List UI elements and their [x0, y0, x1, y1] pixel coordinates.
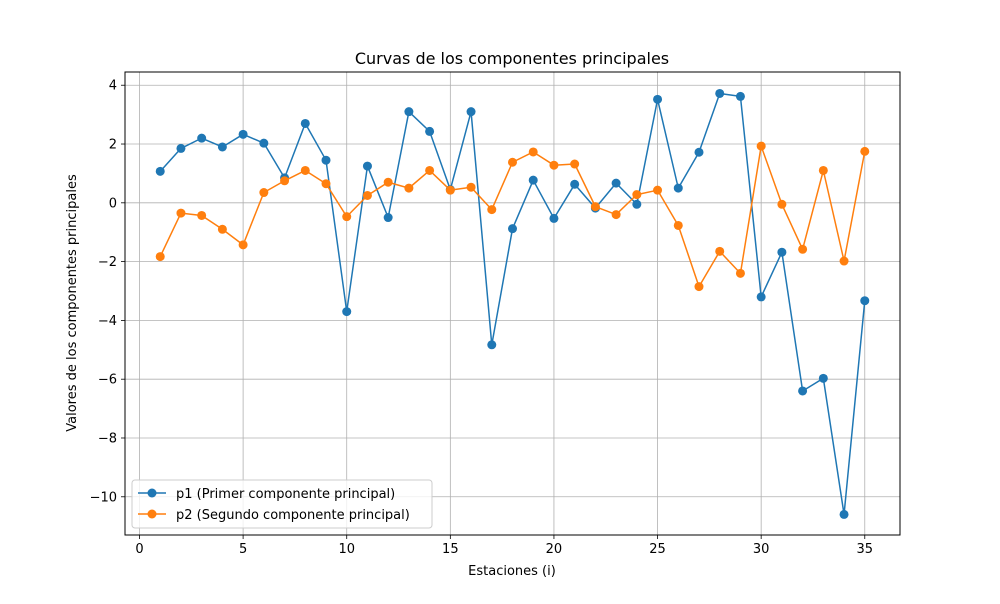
data-point-p1: [383, 213, 393, 223]
y-tick-label: 2: [109, 138, 117, 153]
data-point-p1: [528, 175, 538, 185]
legend-label-p1: p1 (Primer componente principal): [176, 487, 395, 502]
data-point-p1: [632, 199, 642, 209]
legend: p1 (Primer componente principal) p2 (Seg…: [131, 479, 433, 529]
data-point-p2: [528, 147, 538, 157]
data-point-p2: [155, 252, 165, 262]
data-point-p1: [321, 155, 331, 165]
data-point-p1: [404, 107, 414, 117]
data-point-p2: [280, 176, 290, 186]
x-tick-label: 30: [753, 542, 770, 557]
data-point-p2: [487, 205, 497, 215]
data-point-p2: [321, 179, 331, 189]
legend-marker-p1: [147, 488, 157, 498]
data-point-p1: [362, 161, 372, 171]
data-point-p1: [756, 292, 766, 302]
x-tick-label: 10: [338, 542, 355, 557]
data-point-p1: [839, 509, 849, 519]
data-point-p1: [715, 88, 725, 98]
data-point-p1: [798, 386, 808, 396]
data-point-p2: [756, 141, 766, 151]
data-point-p2: [818, 165, 828, 175]
x-axis-label: Estaciones (i): [468, 564, 556, 579]
y-tick-label: −4: [98, 314, 117, 329]
data-point-p2: [570, 159, 580, 169]
y-tick-label: 0: [109, 196, 117, 211]
data-point-p2: [362, 190, 372, 200]
data-point-p2: [590, 202, 600, 212]
data-point-p1: [653, 94, 663, 104]
data-point-p2: [217, 224, 227, 234]
data-point-p2: [300, 165, 310, 175]
data-point-p2: [445, 185, 455, 195]
data-point-p2: [259, 188, 269, 198]
data-point-p2: [611, 210, 621, 220]
data-point-p2: [238, 240, 248, 250]
data-point-p2: [508, 157, 517, 167]
data-point-p1: [735, 91, 745, 101]
data-point-p2: [673, 220, 683, 230]
data-point-p1: [342, 307, 352, 317]
data-point-p2: [404, 183, 414, 193]
x-tick-label: 0: [135, 542, 143, 557]
data-point-p1: [673, 183, 683, 193]
data-point-p2: [466, 182, 476, 192]
x-tick-label: 15: [442, 542, 459, 557]
data-point-p1: [549, 213, 559, 223]
data-point-p2: [425, 165, 435, 175]
y-tick-label: −6: [98, 373, 117, 388]
data-point-p2: [777, 199, 787, 209]
data-point-p1: [197, 133, 207, 143]
data-point-p2: [342, 212, 352, 222]
legend-label-p2: p2 (Segundo componente principal): [176, 508, 410, 523]
data-point-p2: [176, 208, 186, 218]
data-point-p1: [611, 178, 621, 188]
data-point-p1: [238, 129, 248, 139]
data-point-p2: [735, 268, 745, 278]
data-point-p2: [860, 146, 870, 156]
data-point-p2: [549, 160, 559, 170]
data-point-p2: [715, 246, 725, 256]
plot-frame: [124, 71, 901, 536]
data-point-p1: [425, 126, 435, 136]
x-tick-label: 5: [239, 542, 247, 557]
data-point-p1: [777, 247, 787, 257]
data-point-p1: [860, 296, 870, 306]
data-point-p1: [155, 166, 165, 176]
chart-title: Curvas de los componentes principales: [355, 49, 669, 68]
legend-marker-p2: [147, 509, 157, 519]
series-layer: [155, 88, 870, 519]
data-point-p1: [217, 142, 227, 152]
data-point-p2: [197, 210, 207, 220]
data-point-p1: [466, 107, 476, 117]
data-point-p1: [300, 118, 310, 128]
axis-ticks: 0 5 10 15 20 25 30 35 −10 −8 −6 −4 −2 0 2 4: [90, 79, 873, 557]
y-tick-label: 4: [109, 79, 117, 94]
x-tick-label: 35: [856, 542, 873, 557]
data-point-p2: [653, 185, 663, 195]
y-tick-label: −2: [98, 255, 117, 270]
data-point-p2: [839, 256, 849, 266]
data-point-p2: [798, 244, 808, 254]
data-point-p1: [818, 373, 828, 383]
y-tick-label: −8: [98, 431, 117, 446]
y-axis-label: Valores de los componentes principales: [65, 174, 80, 432]
data-point-p2: [632, 190, 642, 200]
data-point-p2: [694, 282, 704, 292]
data-point-p1: [508, 224, 517, 234]
data-point-p1: [694, 147, 704, 157]
data-point-p1: [259, 138, 269, 148]
legend-box: [131, 479, 433, 529]
y-tick-label: −10: [90, 490, 117, 505]
data-point-p2: [383, 177, 393, 187]
data-point-p1: [176, 143, 186, 153]
data-point-p1: [487, 340, 497, 350]
data-point-p1: [570, 179, 580, 189]
x-tick-label: 20: [546, 542, 563, 557]
x-tick-label: 25: [649, 542, 666, 557]
